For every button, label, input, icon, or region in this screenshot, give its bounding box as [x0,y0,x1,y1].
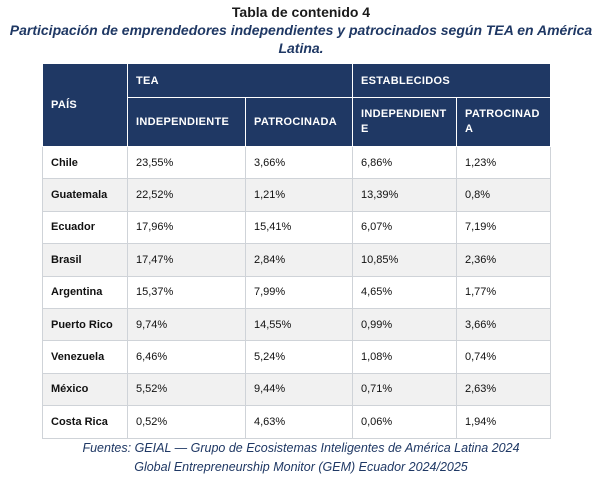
cell-tea-independent: 9,74% [127,307,246,342]
data-table: PAÍS TEA ESTABLECIDOS INDEPENDIENTE PATR… [42,63,551,439]
header-est-sponsored: PATROCINADA [456,97,551,147]
source-line-2: Global Entrepreneurship Monitor (GEM) Ec… [134,460,468,474]
header-row-groups: PAÍS TEA ESTABLECIDOS [42,63,551,147]
cell-est-independent: 13,39% [352,178,457,212]
table-row: Argentina 15,37% 7,99% 4,65% 1,77% [42,275,551,309]
cell-country: México [42,372,128,407]
header-tea-independent: INDEPENDIENTE [127,97,246,147]
table-row: Costa Rica 0,52% 4,63% 0,06% 1,94% [42,405,551,439]
cell-est-independent: 10,85% [352,243,457,277]
cell-est-sponsored: 7,19% [456,210,551,245]
cell-country: Puerto Rico [42,307,128,342]
cell-tea-sponsored: 1,21% [245,178,353,212]
cell-tea-independent: 17,47% [127,243,246,277]
table-row: Puerto Rico 9,74% 14,55% 0,99% 3,66% [42,307,551,342]
cell-tea-sponsored: 5,24% [245,340,353,374]
cell-est-sponsored: 1,94% [456,405,551,439]
cell-est-independent: 0,99% [352,307,457,342]
table-row: Venezuela 6,46% 5,24% 1,08% 0,74% [42,340,551,374]
cell-est-sponsored: 1,77% [456,275,551,309]
cell-tea-independent: 17,96% [127,210,246,245]
table-row: Ecuador 17,96% 15,41% 6,07% 7,19% [42,210,551,245]
cell-country: Guatemala [42,178,128,212]
cell-tea-independent: 0,52% [127,405,246,439]
cell-tea-sponsored: 4,63% [245,405,353,439]
cell-tea-sponsored: 14,55% [245,307,353,342]
cell-est-independent: 6,86% [352,145,457,180]
table-source-note: Fuentes: GEIAL — Grupo de Ecosistemas In… [0,439,602,477]
cell-est-sponsored: 0,8% [456,178,551,212]
table-caption-subtitle: Participación de emprendedores independi… [6,21,596,57]
subtitle-line-2: Latina. [278,40,324,56]
cell-tea-sponsored: 15,41% [245,210,353,245]
header-country: PAÍS [42,63,128,147]
cell-country: Venezuela [42,340,128,374]
cell-est-independent: 1,08% [352,340,457,374]
table-row: México 5,52% 9,44% 0,71% 2,63% [42,372,551,407]
cell-est-independent: 4,65% [352,275,457,309]
subtitle-line-1: Participación de emprendedores independi… [9,22,593,38]
table-caption-title: Tabla de contenido 4 [231,4,371,20]
cell-tea-independent: 15,37% [127,275,246,309]
cell-country: Chile [42,145,128,180]
header-group-tea: TEA [127,63,353,98]
table-row: Guatemala 22,52% 1,21% 13,39% 0,8% [42,178,551,212]
header-row-columns: INDEPENDIENTE PATROCINADA INDEPENDIENTE … [43,97,551,147]
cell-est-sponsored: 0,74% [456,340,551,374]
cell-country: Brasil [42,243,128,277]
cell-est-sponsored: 1,23% [456,145,551,180]
cell-tea-sponsored: 2,84% [245,243,353,277]
cell-tea-sponsored: 7,99% [245,275,353,309]
cell-tea-independent: 23,55% [127,145,246,180]
cell-tea-sponsored: 9,44% [245,372,353,407]
header-est-independent: INDEPENDIENTE [352,97,457,147]
header-tea-sponsored: PATROCINADA [245,97,353,147]
cell-country: Argentina [42,275,128,309]
table-body: Chile 23,55% 3,66% 6,86% 1,23% Guatemala… [42,145,551,439]
header-group-established: ESTABLECIDOS [352,63,551,98]
cell-tea-sponsored: 3,66% [245,145,353,180]
cell-est-sponsored: 2,63% [456,372,551,407]
table-row: Brasil 17,47% 2,84% 10,85% 2,36% [42,243,551,277]
cell-est-independent: 6,07% [352,210,457,245]
cell-tea-independent: 5,52% [127,372,246,407]
cell-tea-independent: 22,52% [127,178,246,212]
table-row: Chile 23,55% 3,66% 6,86% 1,23% [42,145,551,180]
cell-country: Costa Rica [42,405,128,439]
cell-est-independent: 0,06% [352,405,457,439]
cell-est-sponsored: 3,66% [456,307,551,342]
cell-tea-independent: 6,46% [127,340,246,374]
cell-est-sponsored: 2,36% [456,243,551,277]
cell-country: Ecuador [42,210,128,245]
table-header: PAÍS TEA ESTABLECIDOS INDEPENDIENTE PATR… [42,63,551,147]
source-line-1: Fuentes: GEIAL — Grupo de Ecosistemas In… [82,441,520,455]
cell-est-independent: 0,71% [352,372,457,407]
